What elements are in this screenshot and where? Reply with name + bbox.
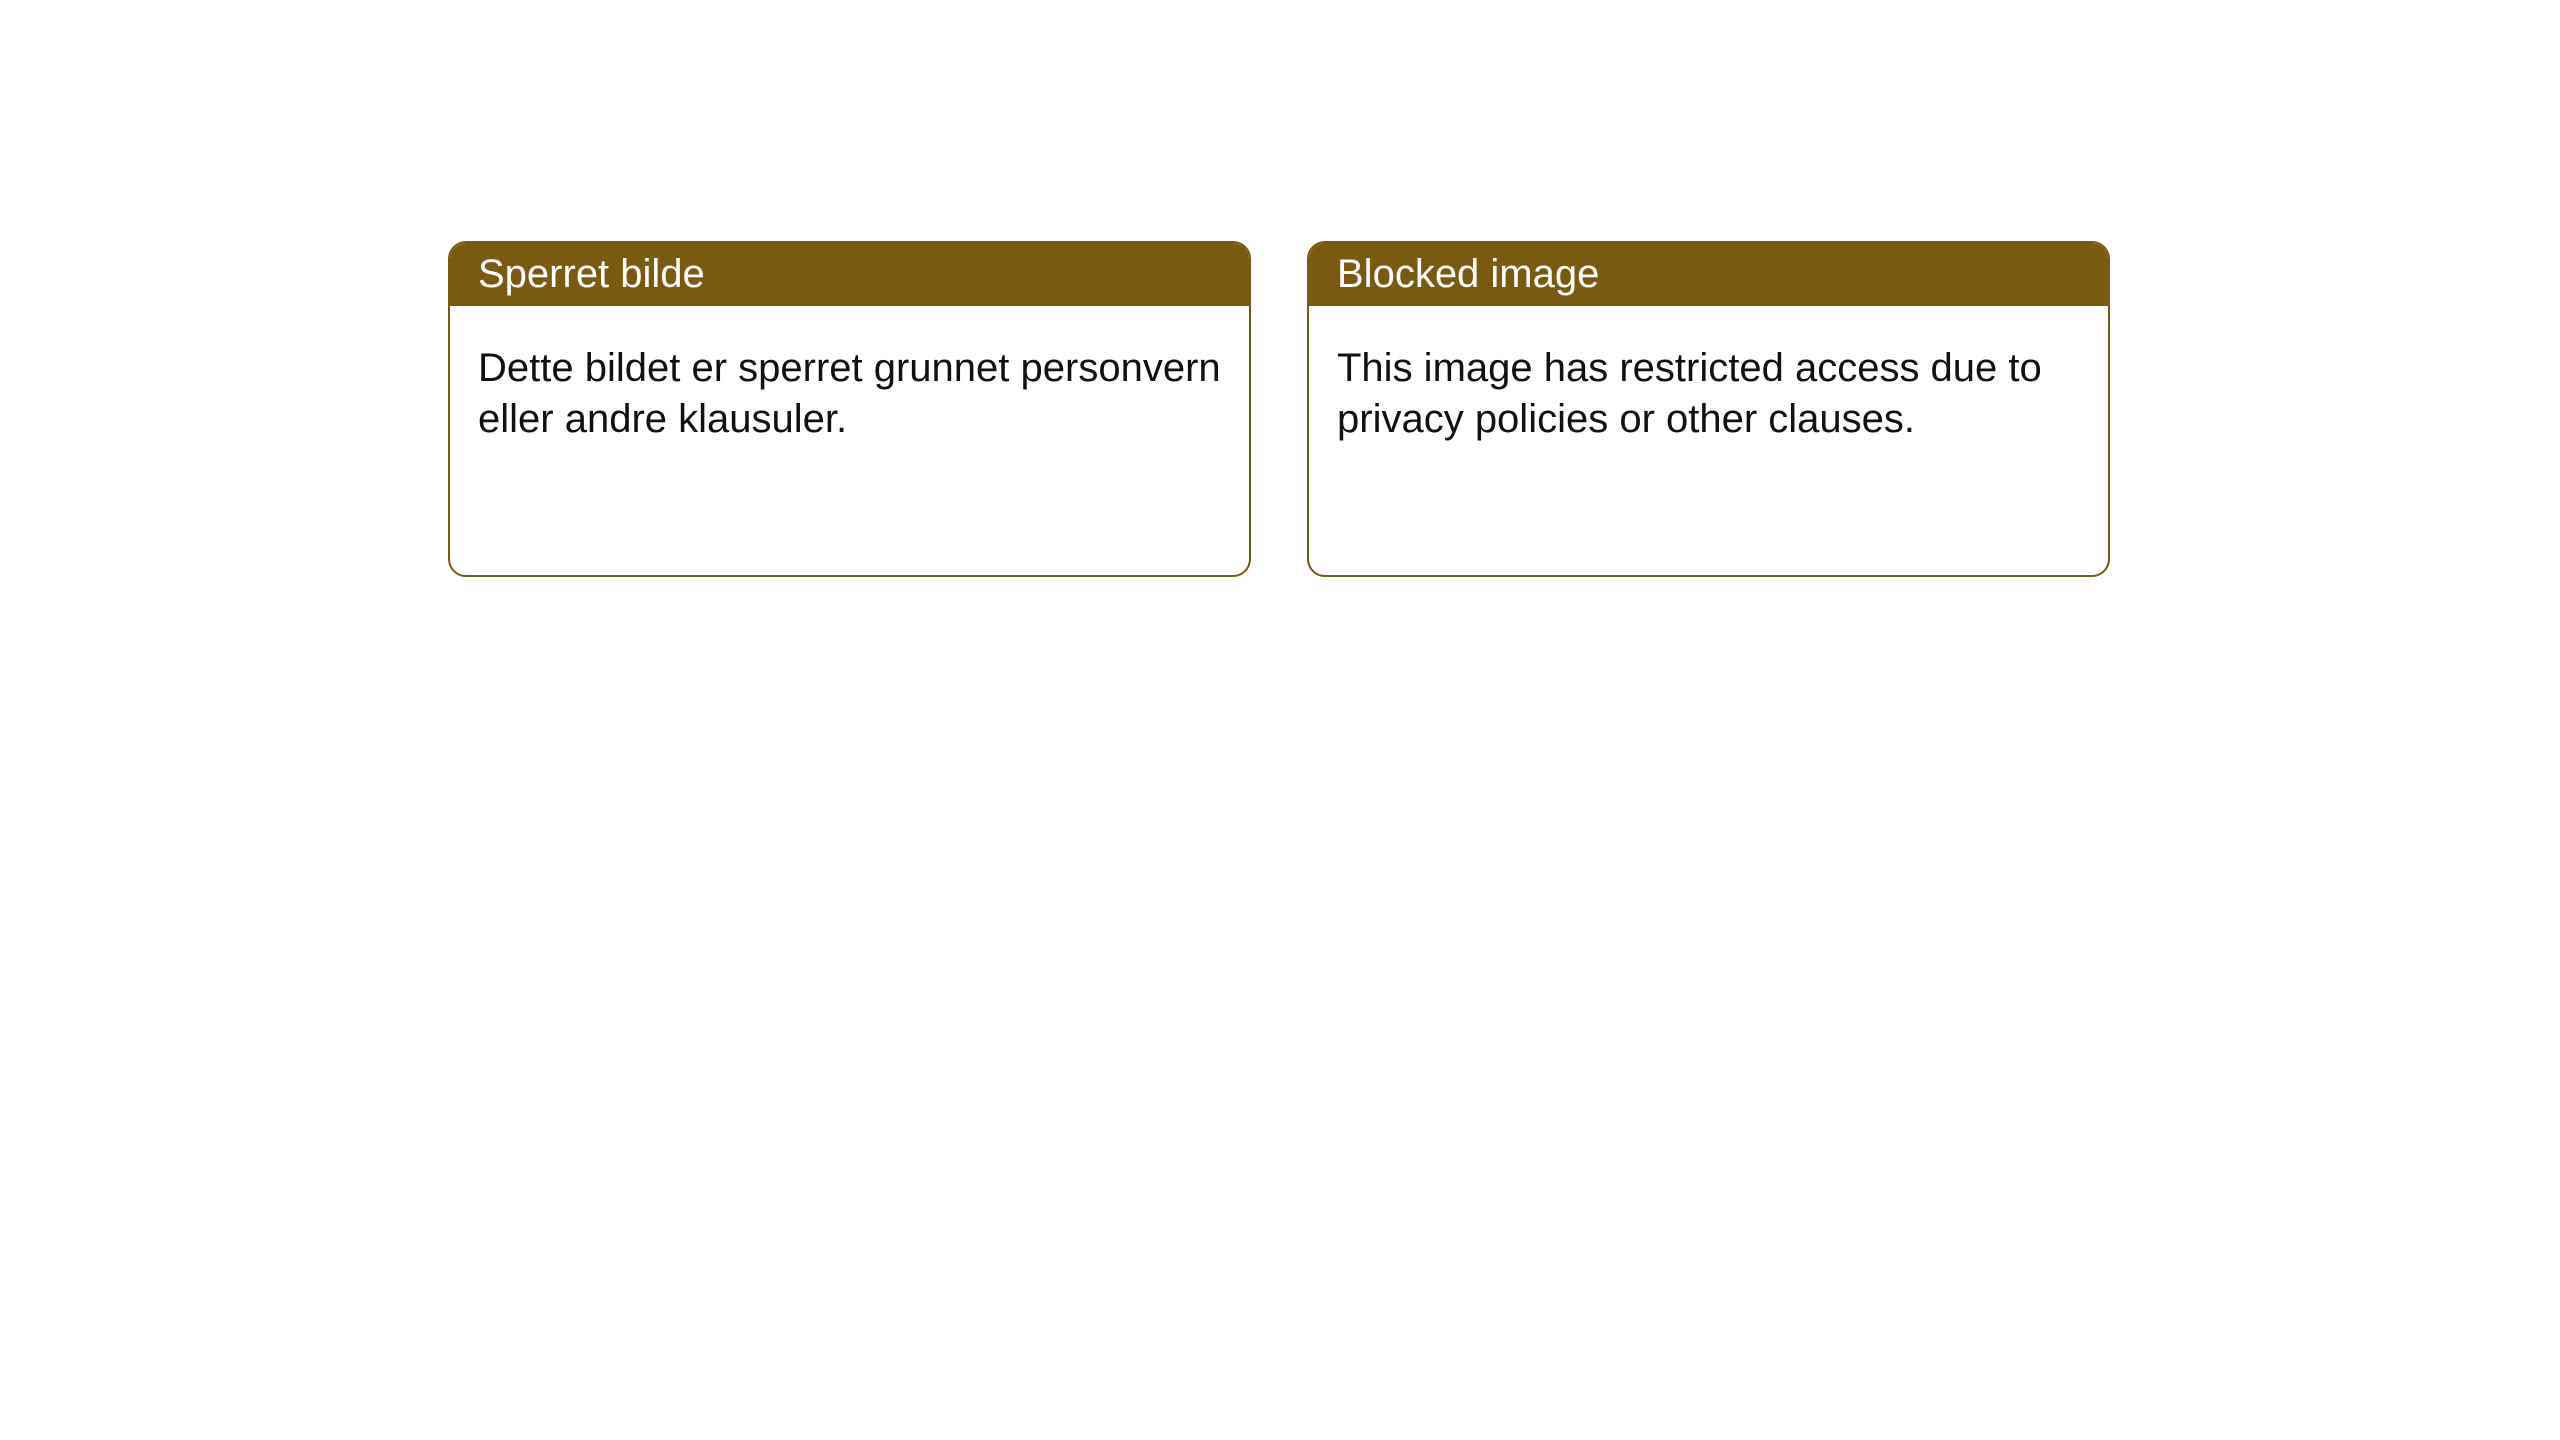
notice-body-english: This image has restricted access due to … xyxy=(1309,306,2108,482)
notice-body-norwegian: Dette bildet er sperret grunnet personve… xyxy=(450,306,1249,482)
notice-title-norwegian: Sperret bilde xyxy=(450,243,1249,306)
notice-card-norwegian: Sperret bilde Dette bildet er sperret gr… xyxy=(448,241,1251,577)
notice-card-english: Blocked image This image has restricted … xyxy=(1307,241,2110,577)
notice-title-english: Blocked image xyxy=(1309,243,2108,306)
notice-container: Sperret bilde Dette bildet er sperret gr… xyxy=(0,0,2560,577)
